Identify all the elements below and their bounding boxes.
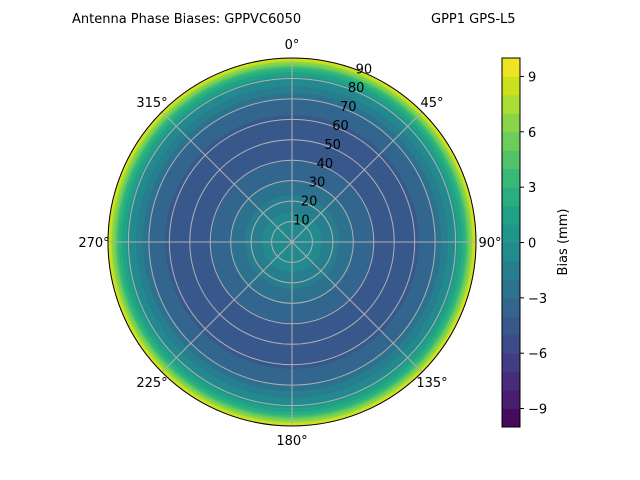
colorbar-segment xyxy=(502,316,520,336)
colorbar-segment xyxy=(502,76,520,96)
colorbar-segment xyxy=(502,150,520,170)
colorbar-segment xyxy=(502,334,520,354)
colorbar-tick-label: 6 xyxy=(528,126,536,141)
colorbar-segment xyxy=(502,353,520,373)
chart-subtitle: GPP1 GPS-L5 xyxy=(431,12,516,27)
r-tick-label: 90 xyxy=(356,62,373,77)
theta-tick-label: 315° xyxy=(136,96,167,111)
r-tick-label: 80 xyxy=(348,81,365,96)
r-tick-label: 30 xyxy=(309,176,326,191)
colorbar-label: Bias (mm) xyxy=(556,209,571,276)
r-tick-labels: 10 20 30 40 50 60 70 80 90 xyxy=(293,62,372,228)
r-tick-label: 20 xyxy=(301,195,318,210)
theta-tick-label: 270° xyxy=(78,236,109,251)
theta-gridline xyxy=(161,111,293,243)
theta-tick-label: 180° xyxy=(276,434,307,449)
colorbar-segment xyxy=(502,242,520,262)
colorbar-tick-label: 0 xyxy=(528,237,536,252)
colorbar-segment xyxy=(502,260,520,280)
polar-frame xyxy=(107,57,477,427)
colorbar-tick-label: −6 xyxy=(528,347,547,362)
theta-tick-label: 45° xyxy=(420,96,443,111)
colorbar: −9 −6 −3 0 3 6 9 xyxy=(501,57,547,428)
colorbar-segment xyxy=(502,390,520,410)
colorbar-segment xyxy=(502,187,520,207)
r-tick-label: 70 xyxy=(340,100,357,115)
colorbar-segment xyxy=(502,205,520,225)
colorbar-segment xyxy=(502,297,520,317)
colorbar-segment xyxy=(502,279,520,299)
colorbar-segment xyxy=(502,58,520,77)
theta-gridline xyxy=(291,111,423,243)
theta-tick-label: 0° xyxy=(285,38,300,53)
colorbar-segment xyxy=(502,131,520,151)
colorbar-segment xyxy=(502,94,520,114)
r-tick-label: 40 xyxy=(317,157,334,172)
colorbar-segment xyxy=(502,224,520,243)
chart-title: Antenna Phase Biases: GPPVC6050 xyxy=(72,12,301,27)
colorbar-tick-label: −3 xyxy=(528,292,547,307)
r-tick-label: 50 xyxy=(324,138,341,153)
theta-gridline xyxy=(291,241,423,373)
r-tick-label: 60 xyxy=(332,119,349,134)
theta-gridline xyxy=(161,241,293,373)
r-tick-label: 10 xyxy=(293,213,310,228)
colorbar-tick-label: −9 xyxy=(528,403,547,418)
colorbar-tick-label: 3 xyxy=(528,181,536,196)
polar-grid xyxy=(107,57,477,427)
colorbar-segment xyxy=(502,113,520,133)
theta-tick-labels: 0° 45° 90° 135° 180° 225° 270° 315° xyxy=(78,38,501,449)
theta-tick-label: 225° xyxy=(136,376,167,391)
colorbar-tick-label: 9 xyxy=(528,70,536,85)
colorbar-segment xyxy=(502,408,520,428)
theta-tick-label: 90° xyxy=(478,236,501,251)
theta-tick-label: 135° xyxy=(416,376,447,391)
colorbar-segment xyxy=(502,168,520,188)
colorbar-segment xyxy=(502,371,520,391)
